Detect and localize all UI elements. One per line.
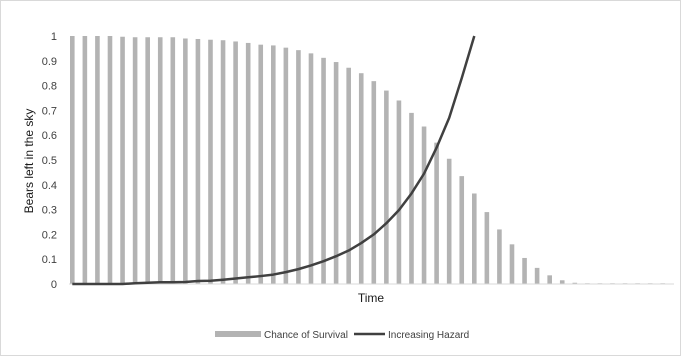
legend: Chance of Survival Increasing Hazard (215, 330, 469, 341)
survival-bar (258, 44, 264, 285)
survival-bar (296, 50, 301, 284)
survival-bar (70, 36, 75, 284)
survival-bar (195, 38, 201, 285)
y-tick-label: 0.8 (42, 81, 57, 93)
survival-bar (534, 267, 540, 284)
survival-bar (145, 37, 150, 284)
y-axis-ticks: 0 0.1 0.2 0.3 0.4 0.5 0.6 0.7 0.8 0.9 1 (42, 31, 57, 291)
hazard-line (72, 35, 476, 286)
survival-bar (283, 47, 289, 284)
survival-bar (509, 244, 515, 284)
survival-bar (459, 176, 465, 284)
survival-bar (434, 142, 439, 284)
survival-bar (321, 57, 326, 284)
legend-label-hazard: Increasing Hazard (388, 330, 469, 341)
survival-bar (132, 37, 138, 284)
survival-bar (333, 62, 339, 284)
y-tick-label: 0.9 (42, 56, 57, 68)
survival-bar (446, 158, 452, 284)
legend-swatch-survival (215, 331, 261, 337)
legend-label-survival: Chance of Survival (264, 330, 348, 341)
survival-bar (371, 81, 377, 284)
y-tick-label: 0.6 (42, 130, 57, 142)
y-tick-label: 0 (51, 279, 57, 291)
survival-bar (245, 42, 251, 284)
survival-bar (308, 53, 314, 284)
survival-bar (208, 39, 213, 284)
survival-bar (346, 67, 351, 285)
survival-bar (358, 73, 364, 284)
survival-bar (421, 126, 427, 285)
survival-bar (384, 90, 389, 284)
survival-bar (396, 100, 402, 284)
survival-bar (484, 212, 490, 284)
survival-bar (472, 193, 477, 284)
survival-bar (497, 229, 502, 284)
survival-bar (233, 41, 238, 285)
survival-bar (220, 40, 226, 284)
survival-bar (120, 36, 125, 284)
y-tick-label: 0.4 (42, 180, 57, 192)
y-tick-label: 0.3 (42, 205, 57, 217)
survival-bar (170, 37, 176, 284)
y-axis-title: Bears left in the sky (22, 109, 36, 214)
survival-bar (95, 36, 100, 284)
survival-bar (157, 37, 163, 284)
y-tick-label: 0.1 (42, 254, 57, 266)
survival-bar (572, 282, 578, 284)
survival-bar (183, 38, 188, 285)
y-tick-label: 0.7 (42, 105, 57, 117)
survival-bar (271, 45, 276, 284)
y-tick-label: 1 (51, 31, 57, 43)
survival-bar (82, 36, 88, 284)
x-axis-title: Time (358, 291, 385, 305)
y-tick-label: 0.5 (42, 155, 57, 167)
survival-bar (409, 112, 414, 284)
survival-bar (559, 280, 565, 284)
survival-bar (547, 275, 552, 284)
y-tick-label: 0.2 (42, 229, 57, 241)
survival-bars (70, 36, 666, 285)
survival-bar (522, 257, 527, 284)
survival-bar (107, 36, 113, 284)
